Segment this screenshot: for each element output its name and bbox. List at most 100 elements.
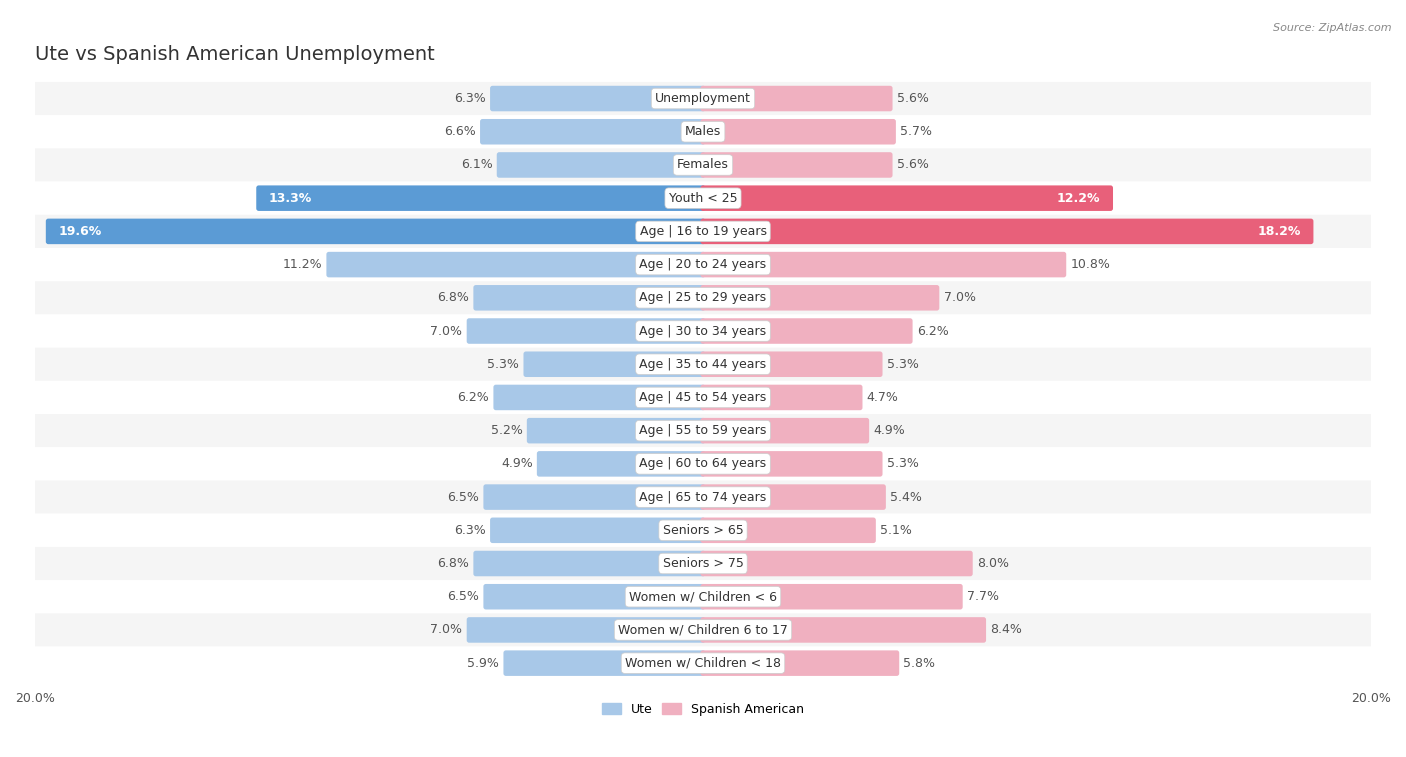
FancyBboxPatch shape bbox=[35, 580, 1371, 613]
Text: 5.6%: 5.6% bbox=[897, 158, 928, 171]
Text: 4.9%: 4.9% bbox=[501, 457, 533, 470]
FancyBboxPatch shape bbox=[700, 385, 862, 410]
FancyBboxPatch shape bbox=[35, 381, 1371, 414]
FancyBboxPatch shape bbox=[491, 86, 706, 111]
Text: 8.4%: 8.4% bbox=[990, 624, 1022, 637]
Text: Age | 55 to 59 years: Age | 55 to 59 years bbox=[640, 424, 766, 437]
FancyBboxPatch shape bbox=[700, 252, 1066, 277]
FancyBboxPatch shape bbox=[496, 152, 706, 178]
FancyBboxPatch shape bbox=[326, 252, 706, 277]
Text: 4.7%: 4.7% bbox=[866, 391, 898, 404]
FancyBboxPatch shape bbox=[35, 447, 1371, 481]
Text: 4.9%: 4.9% bbox=[873, 424, 905, 437]
Text: 6.1%: 6.1% bbox=[461, 158, 492, 171]
Text: 5.6%: 5.6% bbox=[897, 92, 928, 105]
Text: Seniors > 75: Seniors > 75 bbox=[662, 557, 744, 570]
FancyBboxPatch shape bbox=[700, 285, 939, 310]
FancyBboxPatch shape bbox=[467, 318, 706, 344]
Text: 5.3%: 5.3% bbox=[887, 457, 918, 470]
Text: 6.3%: 6.3% bbox=[454, 92, 486, 105]
Text: 5.7%: 5.7% bbox=[900, 125, 932, 139]
Text: 6.5%: 6.5% bbox=[447, 590, 479, 603]
Legend: Ute, Spanish American: Ute, Spanish American bbox=[598, 698, 808, 721]
Text: 13.3%: 13.3% bbox=[269, 192, 312, 204]
Text: Youth < 25: Youth < 25 bbox=[669, 192, 737, 204]
FancyBboxPatch shape bbox=[700, 318, 912, 344]
FancyBboxPatch shape bbox=[35, 547, 1371, 580]
FancyBboxPatch shape bbox=[35, 514, 1371, 547]
Text: Women w/ Children < 18: Women w/ Children < 18 bbox=[626, 656, 780, 670]
Text: Age | 30 to 34 years: Age | 30 to 34 years bbox=[640, 325, 766, 338]
FancyBboxPatch shape bbox=[700, 119, 896, 145]
Text: 11.2%: 11.2% bbox=[283, 258, 322, 271]
Text: Age | 45 to 54 years: Age | 45 to 54 years bbox=[640, 391, 766, 404]
Text: Unemployment: Unemployment bbox=[655, 92, 751, 105]
FancyBboxPatch shape bbox=[35, 347, 1371, 381]
Text: Males: Males bbox=[685, 125, 721, 139]
FancyBboxPatch shape bbox=[700, 451, 883, 477]
FancyBboxPatch shape bbox=[700, 219, 1313, 245]
FancyBboxPatch shape bbox=[35, 414, 1371, 447]
FancyBboxPatch shape bbox=[700, 518, 876, 543]
FancyBboxPatch shape bbox=[35, 314, 1371, 347]
FancyBboxPatch shape bbox=[700, 617, 986, 643]
FancyBboxPatch shape bbox=[35, 182, 1371, 215]
FancyBboxPatch shape bbox=[537, 451, 706, 477]
Text: 19.6%: 19.6% bbox=[58, 225, 101, 238]
Text: 5.4%: 5.4% bbox=[890, 491, 922, 503]
Text: 5.8%: 5.8% bbox=[904, 656, 935, 670]
FancyBboxPatch shape bbox=[256, 185, 706, 211]
FancyBboxPatch shape bbox=[700, 584, 963, 609]
Text: Source: ZipAtlas.com: Source: ZipAtlas.com bbox=[1274, 23, 1392, 33]
FancyBboxPatch shape bbox=[474, 551, 706, 576]
FancyBboxPatch shape bbox=[35, 215, 1371, 248]
FancyBboxPatch shape bbox=[494, 385, 706, 410]
Text: Age | 20 to 24 years: Age | 20 to 24 years bbox=[640, 258, 766, 271]
Text: 12.2%: 12.2% bbox=[1057, 192, 1101, 204]
FancyBboxPatch shape bbox=[35, 115, 1371, 148]
Text: 6.6%: 6.6% bbox=[444, 125, 475, 139]
Text: 5.9%: 5.9% bbox=[467, 656, 499, 670]
Text: 8.0%: 8.0% bbox=[977, 557, 1010, 570]
FancyBboxPatch shape bbox=[479, 119, 706, 145]
FancyBboxPatch shape bbox=[700, 551, 973, 576]
Text: Females: Females bbox=[678, 158, 728, 171]
Text: 6.2%: 6.2% bbox=[917, 325, 949, 338]
FancyBboxPatch shape bbox=[700, 185, 1114, 211]
FancyBboxPatch shape bbox=[474, 285, 706, 310]
FancyBboxPatch shape bbox=[484, 484, 706, 510]
FancyBboxPatch shape bbox=[35, 281, 1371, 314]
Text: 6.5%: 6.5% bbox=[447, 491, 479, 503]
FancyBboxPatch shape bbox=[700, 152, 893, 178]
FancyBboxPatch shape bbox=[35, 148, 1371, 182]
Text: Age | 35 to 44 years: Age | 35 to 44 years bbox=[640, 358, 766, 371]
Text: 6.3%: 6.3% bbox=[454, 524, 486, 537]
Text: Women w/ Children 6 to 17: Women w/ Children 6 to 17 bbox=[619, 624, 787, 637]
Text: 10.8%: 10.8% bbox=[1070, 258, 1111, 271]
Text: 6.2%: 6.2% bbox=[457, 391, 489, 404]
FancyBboxPatch shape bbox=[35, 646, 1371, 680]
Text: 6.8%: 6.8% bbox=[437, 557, 470, 570]
FancyBboxPatch shape bbox=[523, 351, 706, 377]
Text: Age | 60 to 64 years: Age | 60 to 64 years bbox=[640, 457, 766, 470]
FancyBboxPatch shape bbox=[35, 82, 1371, 115]
Text: 7.7%: 7.7% bbox=[967, 590, 998, 603]
FancyBboxPatch shape bbox=[35, 481, 1371, 514]
FancyBboxPatch shape bbox=[700, 650, 900, 676]
Text: 7.0%: 7.0% bbox=[943, 291, 976, 304]
Text: Seniors > 65: Seniors > 65 bbox=[662, 524, 744, 537]
FancyBboxPatch shape bbox=[700, 484, 886, 510]
FancyBboxPatch shape bbox=[467, 617, 706, 643]
FancyBboxPatch shape bbox=[35, 613, 1371, 646]
FancyBboxPatch shape bbox=[491, 518, 706, 543]
FancyBboxPatch shape bbox=[700, 86, 893, 111]
Text: Age | 65 to 74 years: Age | 65 to 74 years bbox=[640, 491, 766, 503]
Text: Women w/ Children < 6: Women w/ Children < 6 bbox=[628, 590, 778, 603]
Text: 5.2%: 5.2% bbox=[491, 424, 523, 437]
FancyBboxPatch shape bbox=[35, 248, 1371, 281]
Text: 5.3%: 5.3% bbox=[488, 358, 519, 371]
Text: 6.8%: 6.8% bbox=[437, 291, 470, 304]
Text: Age | 25 to 29 years: Age | 25 to 29 years bbox=[640, 291, 766, 304]
Text: 18.2%: 18.2% bbox=[1257, 225, 1301, 238]
Text: Age | 16 to 19 years: Age | 16 to 19 years bbox=[640, 225, 766, 238]
